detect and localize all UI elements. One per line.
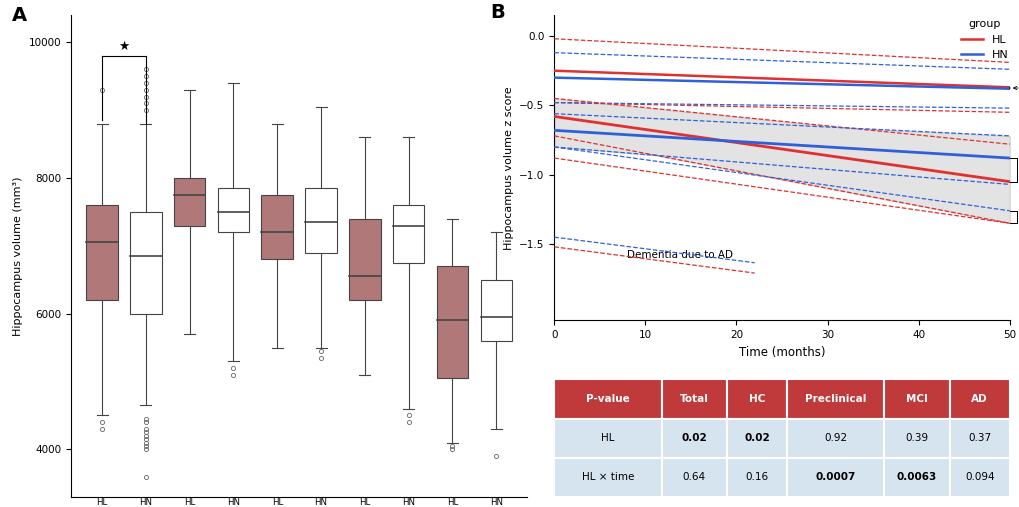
Bar <box>661 380 727 419</box>
Bar <box>553 380 661 419</box>
Bar <box>130 212 161 314</box>
Text: Preclinical: Preclinical <box>804 394 865 404</box>
Text: AD: AD <box>970 394 987 404</box>
Text: ★: ★ <box>118 40 129 53</box>
Bar <box>949 458 1009 497</box>
Text: HL: HL <box>600 433 614 443</box>
Text: 0.39: 0.39 <box>905 433 927 443</box>
Bar <box>261 195 292 260</box>
Legend: HL, HN: HL, HN <box>956 15 1012 65</box>
Bar <box>348 219 380 300</box>
Bar <box>949 419 1009 458</box>
Text: HC: HC <box>748 394 764 404</box>
Text: Dementia due to AD: Dementia due to AD <box>627 250 733 260</box>
Bar <box>553 458 661 497</box>
Text: P-value: P-value <box>586 394 629 404</box>
Bar <box>480 280 512 341</box>
Bar <box>949 380 1009 419</box>
Text: B: B <box>490 3 504 22</box>
X-axis label: Time (months): Time (months) <box>738 346 824 358</box>
Bar <box>727 458 787 497</box>
Bar <box>553 419 661 458</box>
Bar <box>727 419 787 458</box>
Bar <box>305 188 336 252</box>
Bar <box>661 458 727 497</box>
Bar <box>661 419 727 458</box>
Text: 0.0007: 0.0007 <box>815 473 855 482</box>
Bar <box>173 178 205 226</box>
Bar <box>883 419 949 458</box>
Bar <box>87 205 118 300</box>
Bar <box>392 205 424 263</box>
Bar <box>787 380 883 419</box>
Text: MCI: MCI <box>905 394 927 404</box>
Text: Total: Total <box>680 394 708 404</box>
Bar <box>787 458 883 497</box>
Text: 0.37: 0.37 <box>967 433 990 443</box>
Bar <box>217 188 249 232</box>
Text: 0.0063: 0.0063 <box>896 473 936 482</box>
Text: A: A <box>12 6 28 24</box>
Y-axis label: Hippocampus volume z score: Hippocampus volume z score <box>503 86 514 249</box>
Text: 0.094: 0.094 <box>964 473 994 482</box>
Text: 0.92: 0.92 <box>823 433 847 443</box>
Text: 0.64: 0.64 <box>682 473 705 482</box>
Text: HC: HC <box>1013 83 1019 93</box>
Text: 0.02: 0.02 <box>744 433 769 443</box>
Bar <box>436 266 468 378</box>
Text: HL × time: HL × time <box>581 473 634 482</box>
Text: 0.16: 0.16 <box>745 473 768 482</box>
Y-axis label: Hippocampus volume (mm³): Hippocampus volume (mm³) <box>13 176 23 336</box>
Bar <box>883 458 949 497</box>
Bar <box>883 380 949 419</box>
Text: 0.02: 0.02 <box>681 433 706 443</box>
Bar <box>787 419 883 458</box>
Bar <box>727 380 787 419</box>
